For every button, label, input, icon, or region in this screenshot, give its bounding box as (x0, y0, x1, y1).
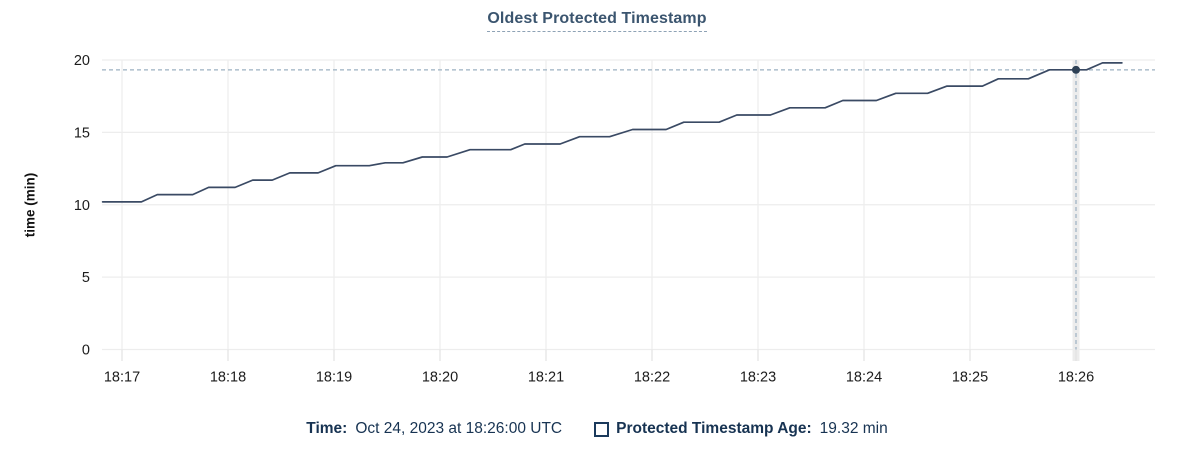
x-tick-label: 18:24 (846, 370, 882, 386)
hover-point (1072, 65, 1080, 74)
x-tick-label: 18:26 (1058, 370, 1094, 386)
x-tick-label: 18:25 (952, 370, 988, 386)
x-tick-label: 18:19 (316, 370, 352, 386)
y-tick-label: 15 (74, 125, 90, 141)
y-tick-label: 20 (74, 53, 90, 69)
x-tick-label: 18:17 (104, 370, 140, 386)
y-tick-label: 0 (82, 343, 90, 359)
legend-time-value: Oct 24, 2023 at 18:26:00 UTC (355, 420, 563, 437)
x-tick-label: 18:23 (740, 370, 776, 386)
x-tick-label: 18:18 (210, 370, 246, 386)
legend-series-toggle[interactable]: Protected Timestamp Age: (594, 420, 812, 438)
legend-series-value: 19.32 min (819, 420, 888, 437)
x-tick-label: 18:20 (422, 370, 458, 386)
chart-title[interactable]: Oldest Protected Timestamp (487, 10, 707, 32)
x-tick-label: 18:22 (634, 370, 670, 386)
x-tick-label: 18:21 (528, 370, 564, 386)
y-tick-label: 10 (74, 198, 90, 214)
legend-time-label: Time: (306, 420, 348, 437)
chart-legend: Time: Oct 24, 2023 at 18:26:00 UTC Prote… (0, 420, 1194, 438)
legend-series-label: Protected Timestamp Age: (616, 420, 812, 437)
chart-title-row: Oldest Protected Timestamp (0, 10, 1194, 32)
series-swatch-icon (594, 421, 610, 437)
series-line (101, 62, 1123, 203)
y-tick-label: 5 (82, 270, 90, 286)
line-chart-plot[interactable]: 18:17 18:18 18:19 18:20 18:21 18:22 18:23 18:24… (0, 0, 1194, 400)
